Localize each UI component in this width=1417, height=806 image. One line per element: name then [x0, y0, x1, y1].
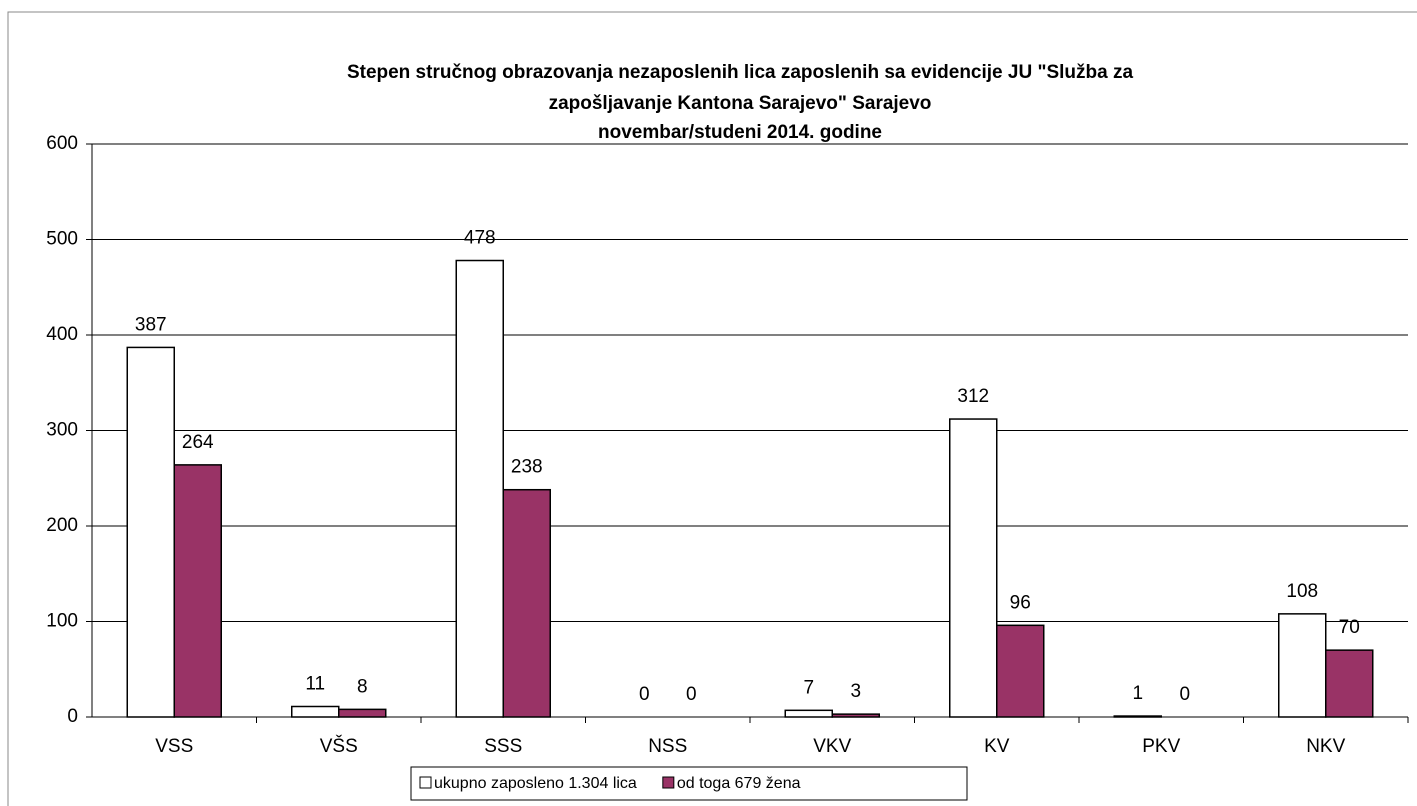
y-tick-label: 400	[46, 324, 78, 345]
chart-title: Stepen stručnog obrazovanja nezaposlenih…	[347, 62, 1134, 83]
value-label: 238	[511, 457, 543, 478]
y-tick-label: 500	[46, 229, 78, 250]
value-label: 312	[957, 386, 989, 407]
x-tick-label: VSS	[155, 736, 193, 757]
value-label: 264	[182, 432, 214, 453]
legend-swatch	[419, 776, 432, 789]
value-label: 478	[464, 228, 496, 249]
value-label: 7	[803, 677, 814, 698]
bar	[1325, 649, 1374, 718]
value-label: 70	[1339, 617, 1360, 638]
x-tick-label: VKV	[813, 736, 851, 757]
legend-swatch	[662, 776, 675, 789]
value-label: 3	[850, 681, 861, 702]
y-tick-label: 200	[46, 515, 78, 536]
bar	[949, 418, 998, 718]
bar	[291, 705, 340, 718]
value-label: 108	[1286, 581, 1318, 602]
y-tick-label: 100	[46, 611, 78, 632]
value-label: 0	[639, 684, 650, 705]
x-tick-label: KV	[984, 736, 1010, 757]
legend-label: ukupno zaposleno 1.304 lica	[434, 775, 637, 792]
chart-title: novembar/studeni 2014. godine	[598, 122, 882, 143]
bar	[338, 708, 387, 718]
x-tick-label: VŠS	[320, 735, 358, 757]
bar	[1278, 613, 1327, 718]
legend-label: od toga 679 žena	[677, 775, 801, 792]
value-label: 0	[1179, 684, 1190, 705]
bar	[126, 346, 175, 718]
bar	[784, 709, 833, 718]
x-tick-label: SSS	[484, 736, 522, 757]
bar	[502, 488, 551, 718]
y-tick-label: 600	[46, 133, 78, 154]
value-label: 11	[305, 674, 325, 695]
value-label: 96	[1010, 592, 1031, 613]
bar	[173, 464, 222, 718]
legend-box	[410, 766, 968, 801]
x-tick-label: PKV	[1142, 736, 1180, 757]
value-label: 8	[357, 676, 368, 697]
x-tick-label: NSS	[648, 736, 687, 757]
value-label: 1	[1132, 683, 1143, 704]
y-tick-label: 300	[46, 420, 78, 441]
value-label: 0	[686, 684, 697, 705]
y-tick-label: 0	[67, 706, 78, 727]
x-tick-label: NKV	[1306, 736, 1345, 757]
chart-title: zapošljavanje Kantona Sarajevo" Sarajevo	[549, 93, 932, 114]
bar	[996, 624, 1045, 718]
value-label: 387	[135, 314, 167, 335]
bar	[455, 259, 504, 718]
